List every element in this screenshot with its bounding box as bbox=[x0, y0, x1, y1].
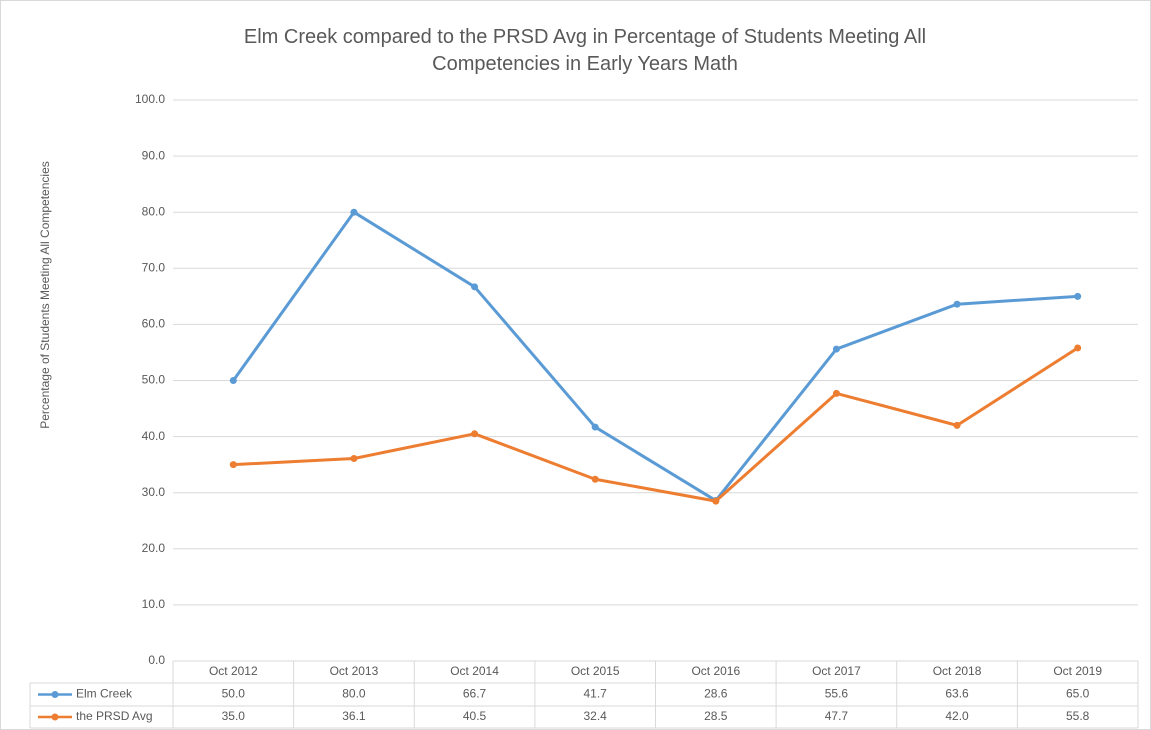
table-value: 32.4 bbox=[584, 709, 608, 723]
x-tick-label: Oct 2015 bbox=[571, 664, 620, 678]
table-value: 65.0 bbox=[1066, 687, 1090, 701]
y-tick-label: 100.0 bbox=[135, 92, 165, 106]
data-point bbox=[1074, 292, 1082, 300]
legend-label: the PRSD Avg bbox=[76, 709, 153, 723]
legend-marker bbox=[51, 713, 59, 721]
data-point bbox=[229, 377, 237, 384]
table-value: 40.5 bbox=[463, 709, 487, 723]
y-tick-label: 50.0 bbox=[142, 373, 166, 387]
data-point bbox=[832, 389, 840, 397]
data-point bbox=[350, 454, 358, 462]
y-tick-label: 10.0 bbox=[142, 597, 166, 611]
data-point bbox=[471, 283, 479, 291]
table-value: 47.7 bbox=[825, 709, 849, 723]
y-tick-label: 40.0 bbox=[142, 429, 166, 443]
data-point bbox=[1074, 344, 1082, 352]
data-point bbox=[953, 300, 961, 308]
y-tick-label: 20.0 bbox=[142, 541, 166, 555]
x-tick-label: Oct 2018 bbox=[933, 664, 982, 678]
y-tick-label: 60.0 bbox=[142, 317, 166, 331]
table-value: 66.7 bbox=[463, 687, 487, 701]
data-point bbox=[712, 497, 720, 505]
y-tick-label: 90.0 bbox=[142, 148, 166, 162]
table-value: 63.6 bbox=[945, 687, 969, 701]
x-tick-label: Oct 2019 bbox=[1053, 664, 1102, 678]
x-tick-label: Oct 2012 bbox=[209, 664, 258, 678]
y-tick-label: 30.0 bbox=[142, 485, 166, 499]
table-value: 50.0 bbox=[222, 687, 246, 701]
table-value: 55.6 bbox=[825, 687, 849, 701]
table-value: 80.0 bbox=[342, 687, 366, 701]
table-value: 36.1 bbox=[342, 709, 366, 723]
x-tick-label: Oct 2017 bbox=[812, 664, 861, 678]
data-point bbox=[471, 430, 479, 438]
x-tick-label: Oct 2016 bbox=[691, 664, 740, 678]
x-tick-label: Oct 2014 bbox=[450, 664, 499, 678]
legend-marker bbox=[51, 691, 59, 698]
data-point bbox=[953, 421, 961, 429]
y-axis-label: Percentage of Students Meeting All Compe… bbox=[38, 161, 52, 429]
x-tick-label: Oct 2013 bbox=[330, 664, 379, 678]
table-value: 41.7 bbox=[584, 687, 608, 701]
chart-title: Elm Creek compared to the PRSD Avg in Pe… bbox=[243, 26, 927, 75]
table-value: 28.6 bbox=[704, 687, 728, 701]
data-point bbox=[350, 208, 358, 216]
y-tick-label: 80.0 bbox=[142, 204, 166, 218]
data-point bbox=[229, 461, 237, 469]
y-tick-label: 70.0 bbox=[142, 260, 166, 274]
table-value: 28.5 bbox=[704, 709, 728, 723]
data-point bbox=[832, 345, 840, 353]
legend-label: Elm Creek bbox=[76, 687, 133, 701]
table-value: 35.0 bbox=[222, 709, 246, 723]
data-point bbox=[591, 475, 599, 483]
table-value: 55.8 bbox=[1066, 709, 1090, 723]
series-line bbox=[232, 210, 1078, 503]
y-tick-label: 0.0 bbox=[148, 653, 165, 667]
data-point bbox=[591, 423, 599, 431]
table-value: 42.0 bbox=[945, 709, 969, 723]
series-line bbox=[233, 346, 1079, 503]
